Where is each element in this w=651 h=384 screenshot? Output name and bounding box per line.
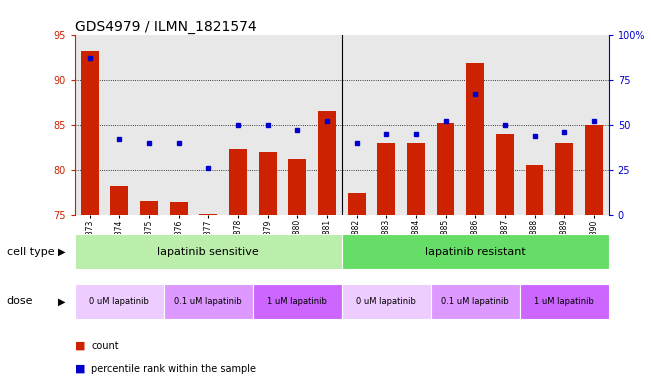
Text: 0 uM lapatinib: 0 uM lapatinib: [356, 297, 416, 306]
Bar: [348, 194, 365, 215]
Bar: [81, 51, 98, 215]
Text: cell type: cell type: [7, 247, 54, 257]
Bar: [75, 284, 164, 319]
Bar: [378, 143, 395, 215]
Text: ■: ■: [75, 341, 85, 351]
Bar: [519, 284, 609, 319]
Bar: [525, 166, 544, 215]
Text: 0.1 uM lapatinib: 0.1 uM lapatinib: [174, 297, 242, 306]
Bar: [407, 143, 425, 215]
Text: GDS4979 / ILMN_1821574: GDS4979 / ILMN_1821574: [75, 20, 256, 33]
Text: 0.1 uM lapatinib: 0.1 uM lapatinib: [441, 297, 509, 306]
Text: ▶: ▶: [58, 247, 66, 257]
Bar: [258, 152, 277, 215]
Bar: [170, 202, 187, 215]
Bar: [437, 123, 454, 215]
Bar: [585, 125, 603, 215]
Text: 1 uM lapatinib: 1 uM lapatinib: [534, 297, 594, 306]
Text: percentile rank within the sample: percentile rank within the sample: [91, 364, 256, 374]
Bar: [140, 200, 158, 215]
Bar: [555, 143, 573, 215]
Text: lapatinib resistant: lapatinib resistant: [425, 247, 525, 257]
Text: ■: ■: [75, 364, 85, 374]
Bar: [431, 284, 519, 319]
Bar: [466, 63, 484, 215]
Text: lapatinib sensitive: lapatinib sensitive: [158, 247, 259, 257]
Bar: [199, 214, 217, 215]
Bar: [111, 186, 128, 215]
Text: 0 uM lapatinib: 0 uM lapatinib: [89, 297, 149, 306]
Text: count: count: [91, 341, 118, 351]
Bar: [496, 134, 514, 215]
Bar: [229, 149, 247, 215]
Bar: [318, 111, 336, 215]
Text: ▶: ▶: [58, 296, 66, 306]
Bar: [342, 234, 609, 269]
Text: dose: dose: [7, 296, 33, 306]
Bar: [75, 234, 342, 269]
Bar: [253, 284, 342, 319]
Bar: [288, 159, 306, 215]
Bar: [164, 284, 253, 319]
Bar: [342, 284, 431, 319]
Text: 1 uM lapatinib: 1 uM lapatinib: [268, 297, 327, 306]
